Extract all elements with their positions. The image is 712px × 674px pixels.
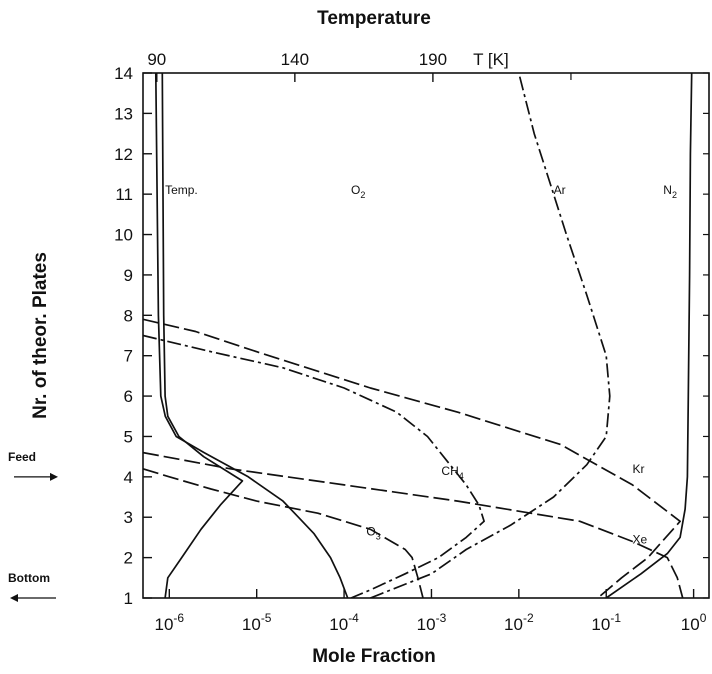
y-tick-label: 10 [114, 226, 133, 245]
x-tick-base: 10 [417, 615, 436, 634]
y-tick-label: 3 [124, 508, 133, 527]
x-tick-base: 10 [242, 615, 261, 634]
x-tick-exponent: -6 [173, 611, 184, 625]
marker-label-feed: Feed [8, 450, 36, 464]
y-tick-label: 9 [124, 266, 133, 285]
marker-arrow-head [10, 594, 18, 602]
x-tick-label: 100 [681, 611, 707, 634]
marker-arrow-head [50, 472, 58, 481]
x-tick-exponent: -5 [261, 611, 272, 625]
y-tick-label: 13 [114, 104, 133, 123]
x-tick-base: 10 [155, 615, 174, 634]
x-tick-exponent: 0 [700, 611, 707, 625]
x-tick-exponent: -1 [610, 611, 621, 625]
plot-frame [142, 72, 710, 599]
x-tick-label: 10-3 [417, 611, 447, 634]
series-label-text: Ar [554, 183, 566, 197]
series-label-subscript: 2 [360, 190, 365, 200]
x-tick-base: 10 [504, 615, 523, 634]
x-tick-base: 10 [591, 615, 610, 634]
top-axis-unit: T [K] [473, 50, 509, 69]
x-tick-label: 10-6 [155, 611, 185, 634]
series-label-o3: O3 [366, 524, 380, 541]
y-tick-label: 11 [115, 185, 133, 204]
series-label-ar: Ar [554, 183, 566, 197]
series-line-xe [143, 451, 684, 598]
x-axis-title: Mole Fraction [312, 646, 436, 667]
series-label-temp: Temp. [165, 183, 198, 197]
series-line-kr [143, 318, 681, 598]
series-label-text: Kr [633, 462, 645, 476]
top-tick-label: 90 [147, 50, 166, 69]
y-axis-title: Nr. of theor. Plates [30, 252, 51, 419]
series-label-xe: Xe [633, 532, 648, 546]
y-tick-label: 5 [124, 427, 133, 446]
marker-label-bottom: Bottom [8, 571, 50, 585]
series-line-o2 [154, 73, 349, 598]
series-label-text: Xe [633, 532, 648, 546]
x-tick-exponent: -4 [348, 611, 359, 625]
y-tick-label: 2 [124, 549, 133, 568]
y-tick-label: 4 [124, 468, 133, 487]
series-label-text: O [366, 524, 375, 538]
series-label-n2: N2 [663, 183, 677, 200]
series-label-text: Temp. [165, 183, 198, 197]
x-tick-base: 10 [329, 615, 348, 634]
series-label-ch4: CH4 [441, 464, 463, 481]
series-label-subscript: 2 [672, 190, 677, 200]
x-tick-exponent: -3 [436, 611, 447, 625]
y-tick-label: 14 [114, 64, 133, 83]
series-group [143, 73, 693, 598]
series-line-ar [370, 73, 611, 598]
y-tick-label: 8 [124, 306, 133, 325]
x-tick-label: 10-4 [329, 611, 359, 634]
y-tick-label: 1 [124, 589, 133, 608]
series-line-ch4 [143, 334, 485, 598]
top-tick-label: 190 [419, 50, 447, 69]
series-line-temp [161, 73, 244, 598]
x-tick-label: 10-2 [504, 611, 534, 634]
series-label-text: CH [441, 464, 458, 478]
series-line-n2 [605, 73, 693, 598]
y-tick-label: 6 [124, 387, 133, 406]
series-label-kr: Kr [633, 462, 645, 476]
top-tick-label: 140 [281, 50, 309, 69]
y-tick-label: 7 [124, 347, 133, 366]
x-tick-label: 10-1 [591, 611, 621, 634]
series-label-text: N [663, 183, 672, 197]
series-label-subscript: 3 [376, 531, 381, 541]
chart-title: Temperature [317, 8, 431, 29]
series-line-o3 [143, 467, 424, 598]
y-tick-label: 12 [114, 145, 133, 164]
series-label-text: O [351, 183, 360, 197]
series-label-subscript: 4 [459, 471, 464, 481]
x-tick-label: 10-5 [242, 611, 272, 634]
x-tick-exponent: -2 [523, 611, 534, 625]
series-label-o2: O2 [351, 183, 365, 200]
x-tick-base: 10 [681, 615, 700, 634]
